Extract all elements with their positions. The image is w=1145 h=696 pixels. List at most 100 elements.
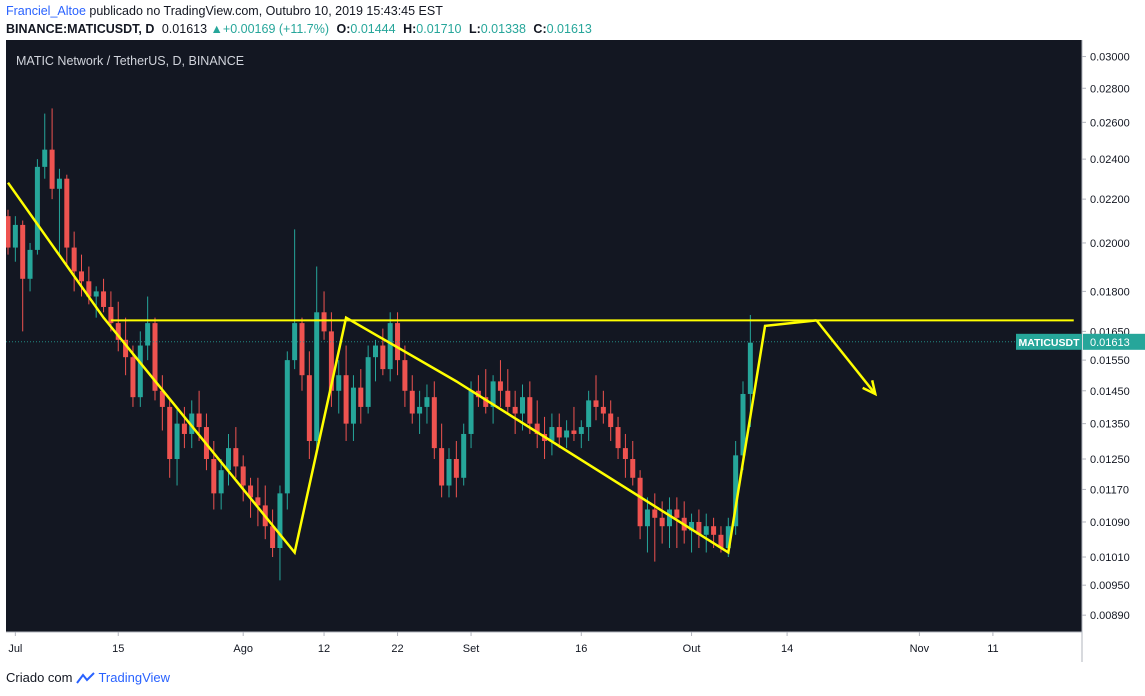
candle-body (483, 397, 489, 407)
candle-body (578, 427, 584, 434)
symbol-badge (1016, 333, 1082, 350)
time-tick-label: Set (463, 643, 480, 655)
candle-body (387, 323, 393, 370)
plot-area (6, 40, 1082, 632)
candle-body (703, 526, 709, 535)
candle-body (593, 400, 599, 407)
candle-body (740, 393, 746, 456)
high-label: H: (403, 22, 417, 36)
candle-body (284, 360, 290, 494)
candle-body (395, 323, 401, 361)
candle-body (12, 224, 18, 248)
candle-body (42, 149, 48, 167)
candle-body (350, 387, 356, 424)
candle-body (27, 249, 33, 279)
candle-body (137, 345, 143, 398)
candle-body (424, 397, 430, 407)
created-with: Criado com (6, 670, 73, 685)
price-tick-label: 0.02600 (1090, 117, 1130, 129)
candle-body (549, 427, 555, 441)
candle-body (49, 149, 55, 189)
tradingview-icon (76, 671, 96, 684)
candle-body (534, 423, 540, 434)
publish-info: Franciel_Altoe publicado no TradingView.… (6, 4, 443, 18)
candle-body (343, 375, 349, 424)
low-value: 0.01338 (480, 22, 526, 36)
candle-body (402, 360, 408, 391)
candle-body (248, 485, 254, 498)
candle-body (270, 526, 276, 549)
pattern-polyline (6, 181, 817, 556)
candle-body (64, 178, 70, 248)
price-tick-label: 0.03000 (1090, 52, 1130, 64)
footer: Criado com TradingView (6, 670, 170, 685)
candle-body (468, 390, 474, 434)
tradingview-logo[interactable]: TradingView (76, 670, 170, 685)
candle-body (637, 477, 643, 527)
price-change: +0.00169 (+11.7%) (222, 22, 330, 36)
candle-body (79, 271, 84, 282)
candle-body (586, 400, 592, 428)
candle-body (321, 312, 327, 332)
candle-body (196, 413, 202, 428)
candle-body (505, 390, 511, 407)
price-tick-label: 0.02800 (1090, 83, 1130, 95)
candle-body (409, 390, 415, 414)
chart-title: MATIC Network / TetherUS, D, BINANCE (16, 54, 244, 68)
candle-body (556, 427, 562, 438)
candle-body (571, 430, 577, 434)
candle-body (674, 509, 680, 518)
candle-body (71, 247, 77, 272)
time-tick-label: Jul (8, 643, 22, 655)
price-tick-label: 0.02000 (1090, 238, 1130, 250)
candle-body (520, 397, 525, 414)
candle-body (159, 390, 165, 407)
symbol-badge-label: MATICUSDT (1018, 337, 1080, 349)
ohlc-bar: BINANCE:MATICUSDT, D 0.01613 ▲+0.00169 (… (6, 22, 592, 36)
candle-body (152, 323, 158, 391)
candle-body (181, 423, 187, 434)
last-price-badge-label: 0.01613 (1090, 337, 1130, 349)
candle-body (211, 459, 217, 494)
candle-body (652, 509, 658, 518)
price-tick-label: 0.01550 (1090, 355, 1130, 367)
candle-body (718, 534, 724, 549)
time-tick-label: 15 (112, 643, 124, 655)
candle-body (417, 406, 423, 414)
candle-body (608, 413, 614, 428)
candle-body (115, 323, 121, 340)
candle-body (497, 381, 503, 391)
candle-body (328, 331, 334, 391)
candle-body (233, 448, 239, 467)
open-value: 0.01444 (350, 22, 396, 36)
candle-body (365, 357, 371, 407)
candlestick-chart[interactable]: 0.03000 0.02800 0.02600 0.02400 0.02200 0.020… (0, 40, 1145, 662)
candle-body (189, 413, 195, 434)
candle-body (622, 448, 628, 460)
price-tick-label: 0.00890 (1090, 610, 1130, 622)
time-tick-label: 11 (987, 643, 998, 655)
candle-body (659, 517, 665, 527)
price-tick-label: 0.01090 (1090, 517, 1130, 529)
candle-body (20, 224, 26, 279)
time-tick-label: Out (683, 643, 701, 655)
low-label: L: (468, 22, 481, 36)
candle-body (564, 430, 570, 438)
candle-body (218, 470, 224, 494)
candle-body (733, 455, 739, 527)
candle-body (527, 397, 533, 424)
price-tick-label: 0.01350 (1090, 419, 1130, 431)
author-link[interactable]: Franciel_Altoe (6, 4, 86, 18)
candle-body (145, 323, 151, 346)
candle-body (725, 526, 731, 549)
candle-body (314, 312, 320, 441)
candle-body (255, 497, 261, 506)
candle-body (86, 281, 92, 297)
open-label: O: (336, 22, 351, 36)
candle-body (512, 406, 518, 414)
price-tick-label: 0.01010 (1090, 552, 1130, 564)
candle-body (277, 493, 283, 549)
candle-body (358, 387, 364, 407)
arrow-head-icon (862, 380, 878, 397)
candles (6, 108, 753, 581)
